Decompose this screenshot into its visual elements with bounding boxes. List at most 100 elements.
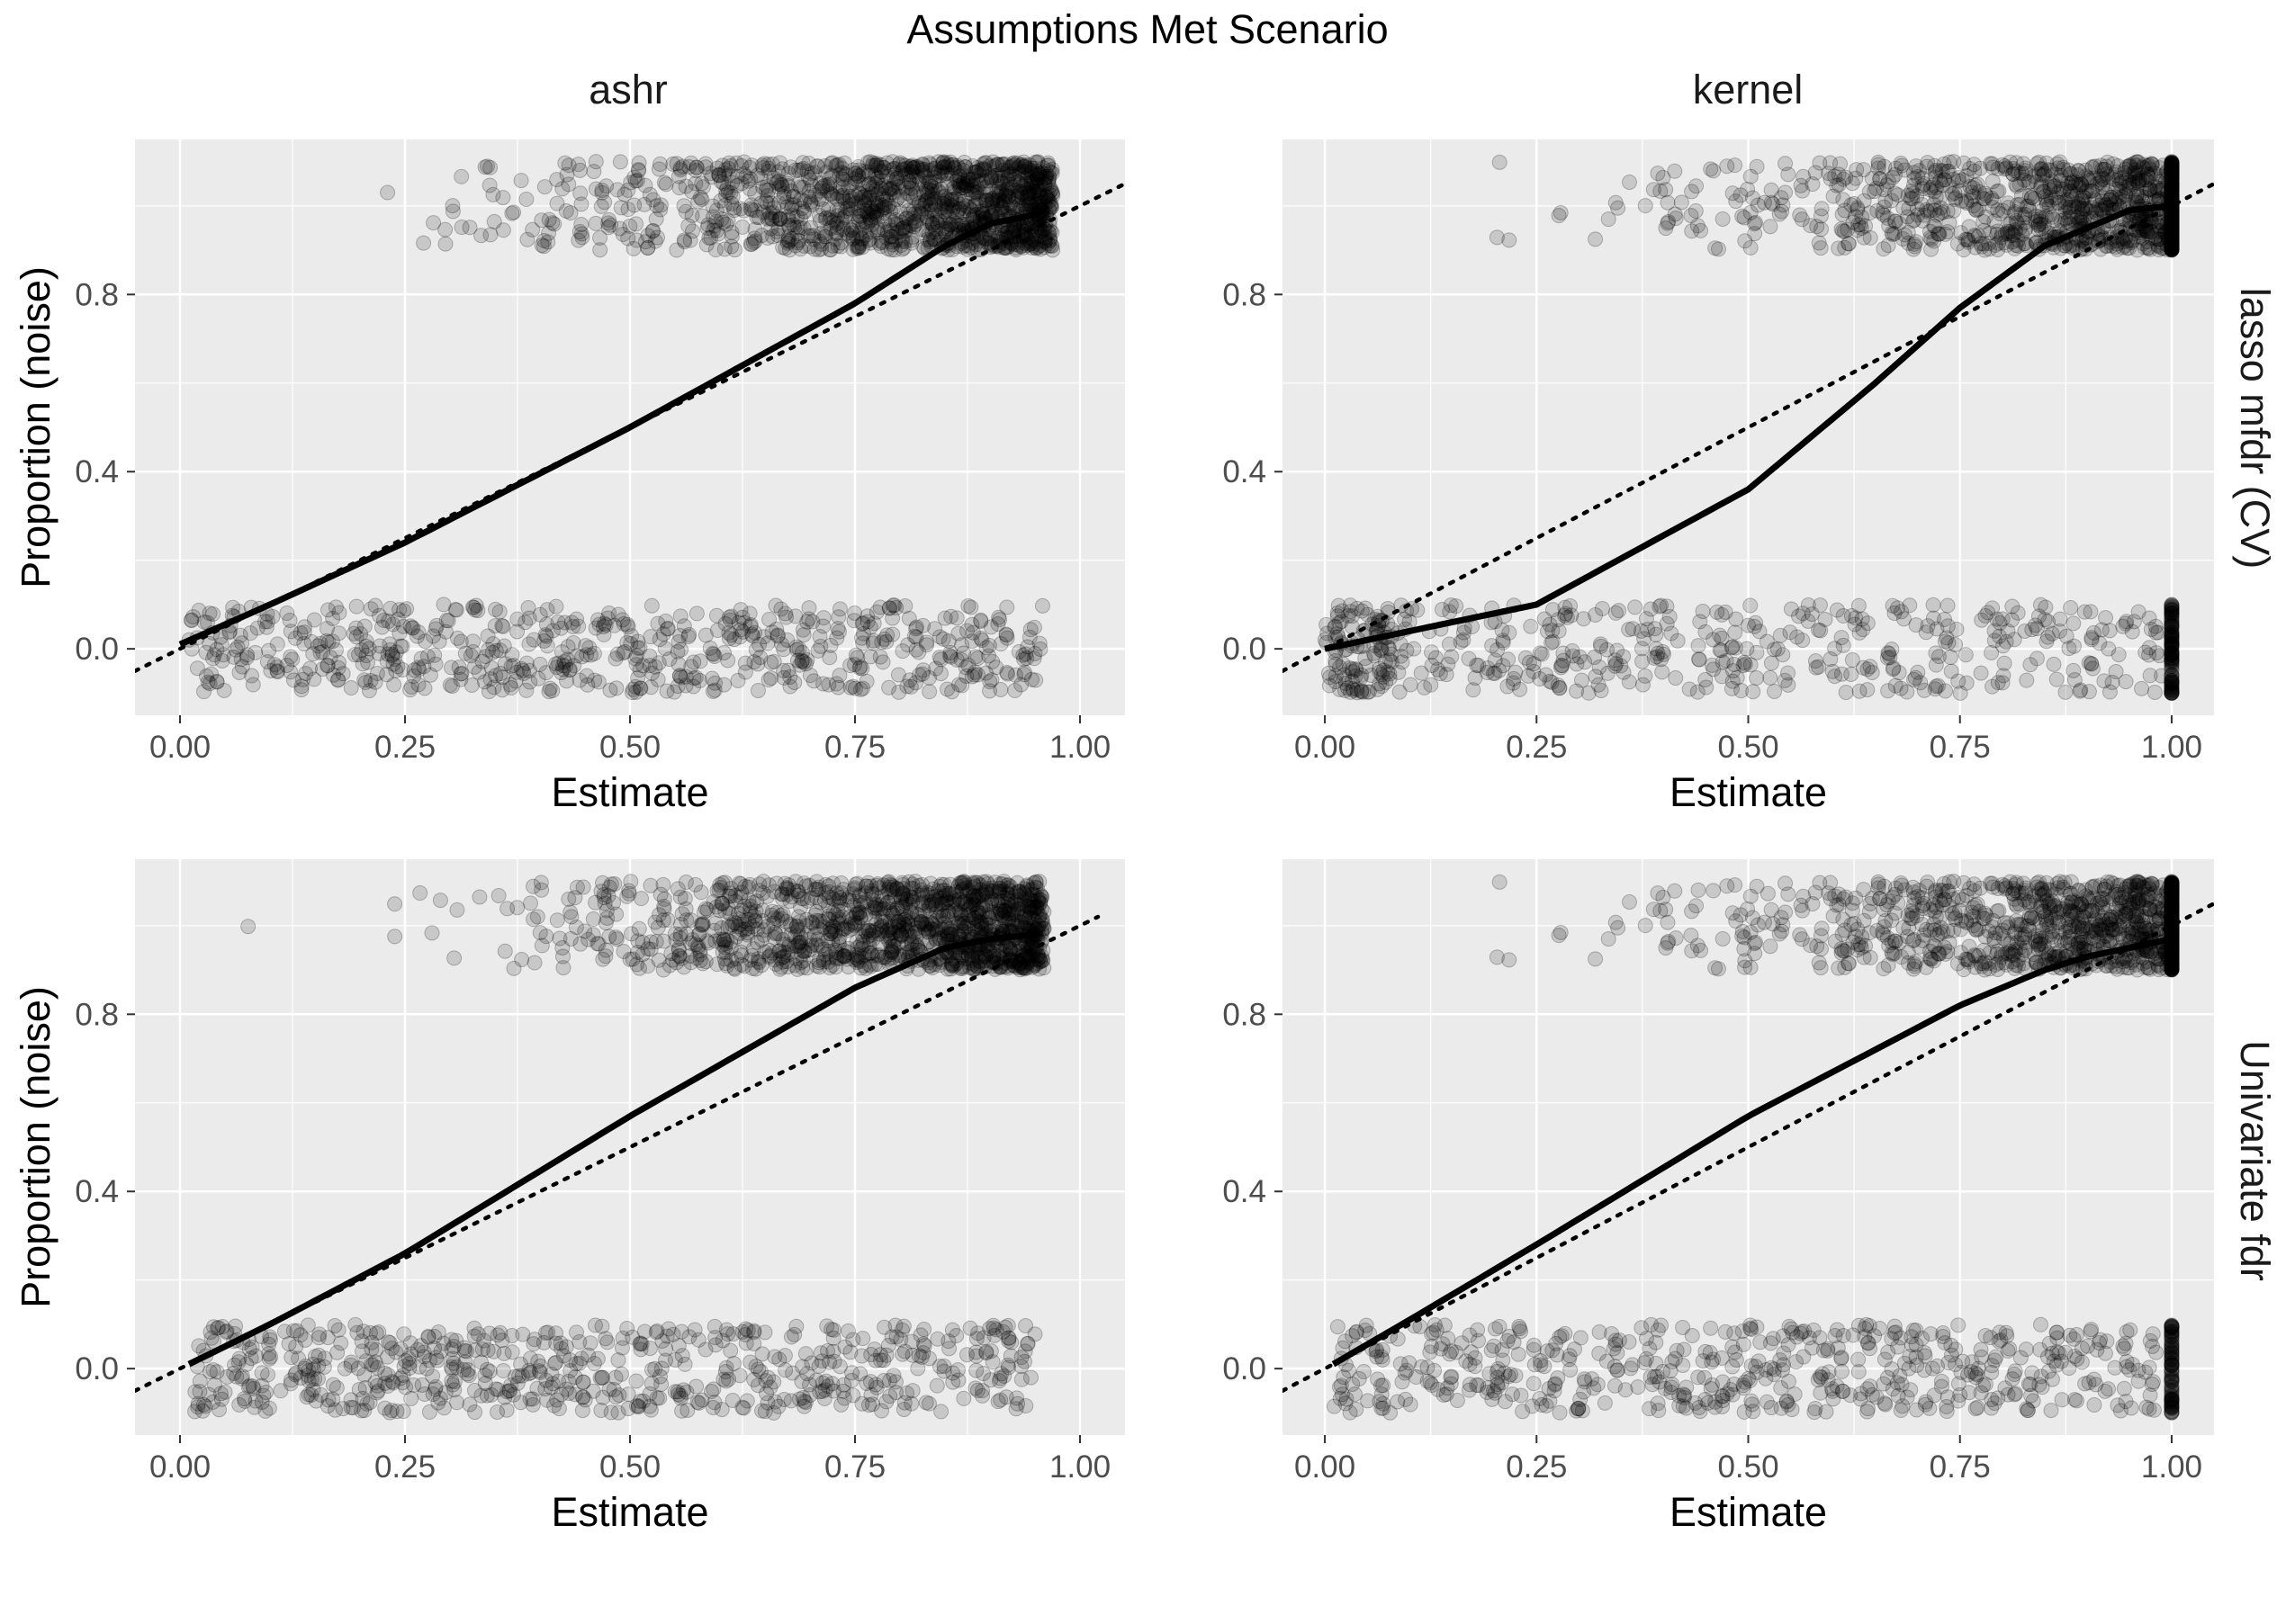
data-point [1655,665,1670,679]
data-point [388,929,402,944]
data-point [359,639,374,653]
data-point [629,658,644,672]
y-tick-label: 0.0 [75,632,119,667]
data-point [674,642,688,657]
data-point [1392,685,1407,699]
data-point [631,163,645,177]
y-tick-label: 0.4 [75,454,119,489]
data-point [652,633,667,647]
data-point [667,685,681,699]
data-point [840,226,854,240]
data-point [1552,681,1567,695]
data-point [1689,179,1704,193]
data-point [652,157,667,171]
data-point [1836,609,1850,624]
data-point [922,685,937,699]
data-point [2047,657,2061,671]
data-point [1738,657,1752,671]
data-point [1921,619,1935,633]
data-point [1518,650,1533,665]
data-point [856,636,870,650]
data-point [603,683,617,697]
data-point [428,648,442,662]
data-point [389,663,403,677]
data-point [2164,606,2179,620]
data-point [388,897,402,911]
data-point [2068,178,2083,193]
data-point [974,238,988,252]
data-point [1750,159,1764,174]
data-point [1764,195,1778,210]
data-point [1418,680,1432,695]
data-point [1963,179,1977,193]
data-point [1669,671,1683,686]
y-tick-label: 0.8 [75,277,119,312]
data-point [1664,626,1678,641]
data-point [1608,606,1623,620]
data-point [811,159,825,174]
data-point [1860,616,1875,631]
data-point [2164,677,2179,691]
data-point [432,634,446,649]
data-point [1028,647,1042,661]
data-point [328,600,343,615]
data-point [527,956,542,970]
data-point [857,190,871,204]
data-point [1735,209,1750,223]
data-point [1944,664,1958,678]
data-point [1524,619,1538,633]
data-point [1492,155,1507,169]
data-point [1691,639,1706,653]
data-point [790,210,805,224]
data-point [572,225,587,239]
data-point [1635,654,1650,668]
data-point [2084,605,2098,619]
x-tick-label: 0.00 [1294,730,1355,765]
data-point [1953,686,1967,700]
data-point [789,640,804,654]
data-point [1814,241,1828,256]
data-point [550,913,564,928]
data-point [1574,673,1588,687]
data-point [950,204,965,219]
data-point [521,601,536,615]
data-point [634,892,649,906]
data-point [882,680,896,695]
data-point [874,174,888,188]
data-point [832,610,846,624]
data-point [587,646,601,660]
data-point [916,663,931,677]
data-point [1462,651,1476,666]
data-point [1940,619,1955,633]
data-point [202,606,217,621]
data-point [621,202,635,217]
data-point [294,679,309,694]
row-strip-univariate: Univariate fdr [2232,1040,2278,1281]
data-point [1763,670,1778,685]
data-point [508,674,523,688]
data-point [2135,681,2149,695]
data-point [1854,220,1868,235]
data-point [522,637,536,651]
data-point [486,187,500,202]
x-tick-label: 1.00 [2141,730,2202,765]
data-point [2148,619,2163,633]
data-point [1928,220,1942,234]
data-point [898,598,913,613]
data-point [2032,167,2047,182]
data-point [1662,609,1677,624]
data-point [928,175,942,189]
data-point [1553,205,1568,220]
data-point [2164,178,2179,193]
data-point [1704,162,1718,176]
data-point [1000,666,1014,680]
data-point [1924,242,1939,256]
data-point [1850,201,1865,215]
data-point [625,629,639,643]
data-point [372,646,386,660]
y-tick-label: 0.0 [1222,632,1266,667]
data-point [1781,167,1796,182]
data-point [1674,195,1688,210]
data-point [985,170,999,184]
